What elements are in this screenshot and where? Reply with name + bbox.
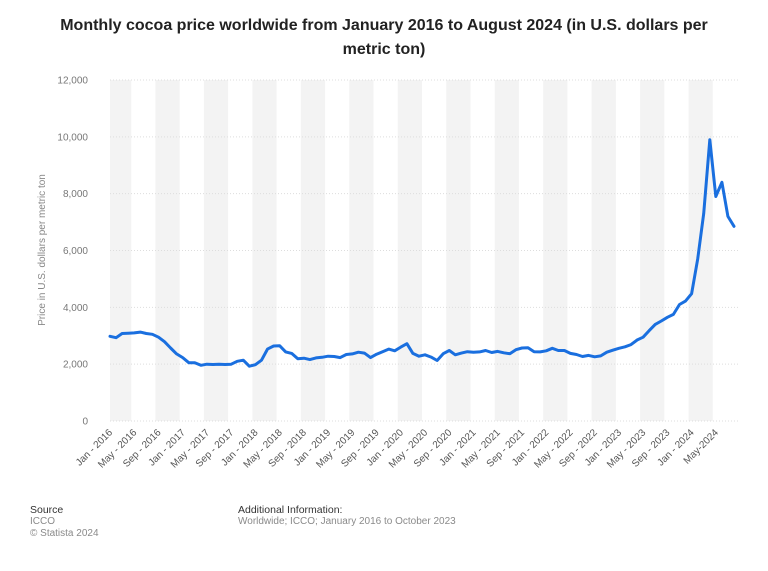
column-band xyxy=(300,80,326,421)
column-band xyxy=(591,80,616,421)
copyright-line[interactable]: © Statista 2024 xyxy=(30,528,99,539)
source-line[interactable]: ICCO xyxy=(30,516,55,527)
line-chart: 0 2,000 4,000 6,000 8,000 10,000 12,000 Price … xyxy=(37,76,738,470)
y-tick-label: 8,000 xyxy=(63,189,88,200)
y-tick-label: 12,000 xyxy=(57,76,88,87)
y-tick-label: 2,000 xyxy=(63,360,88,371)
additional-info-heading: Additional Information: xyxy=(238,504,343,516)
y-axis-label: Price in U.S. dollars per metric ton xyxy=(37,174,48,326)
y-tick-labels: 0 2,000 4,000 6,000 8,000 10,000 12,000 xyxy=(57,76,88,428)
series-group xyxy=(108,138,736,368)
chart-title: Monthly cocoa price worldwide from Janua… xyxy=(60,17,708,58)
source-block: Source ICCO © Statista 2024 xyxy=(30,504,99,540)
source-heading: Source xyxy=(30,504,64,516)
price-series-line xyxy=(108,138,736,368)
additional-info-block: Additional Information: Worldwide; ICCO;… xyxy=(238,504,456,528)
y-tick-label: 10,000 xyxy=(57,132,88,143)
y-tick-label: 6,000 xyxy=(63,246,88,257)
additional-info-text: Worldwide; ICCO; January 2016 to October… xyxy=(238,516,456,527)
column-band xyxy=(110,80,132,421)
y-tick-label: 4,000 xyxy=(63,303,88,314)
column-band xyxy=(640,80,665,421)
column-band xyxy=(349,80,374,421)
y-tick-label: 0 xyxy=(82,417,88,428)
